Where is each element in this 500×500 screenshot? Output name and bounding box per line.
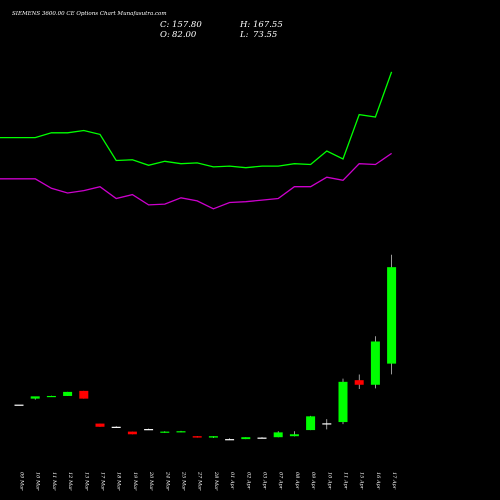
close-value: 157.80 (172, 20, 202, 30)
candle-body (257, 437, 267, 439)
x-tick-label: 02 Apr (245, 472, 251, 490)
x-tick-label: 11 Apr (343, 472, 349, 490)
low-label: L: (239, 30, 249, 40)
x-tick-label: 28 Mar (213, 471, 219, 491)
x-tick-label: 08 Apr (294, 472, 300, 490)
candle (241, 437, 251, 440)
candle (387, 254, 397, 375)
candle (30, 396, 40, 400)
x-tick-label: 15 Apr (359, 472, 365, 490)
x-tick-label: 20 Mar (148, 471, 154, 491)
candle (14, 404, 24, 406)
candle-body (127, 431, 137, 435)
candle-body (306, 416, 316, 431)
x-tick-label: 17 Apr (391, 472, 397, 490)
candle-body (30, 396, 40, 399)
overlay-line-2 (0, 152, 392, 210)
candle (306, 415, 316, 431)
x-tick-label: 03 Apr (262, 472, 268, 490)
candle-body (95, 423, 105, 427)
candle (176, 430, 186, 433)
candle (144, 428, 154, 431)
x-tick-label: 09 Mar (19, 472, 25, 491)
candle (208, 436, 218, 438)
candle-body (46, 395, 56, 398)
candle-body (208, 436, 218, 438)
candle-body (79, 390, 89, 399)
candles (14, 254, 397, 441)
overlay-line-1 (0, 71, 393, 169)
candle (354, 374, 364, 389)
x-tick-label: 09 Apr (310, 472, 316, 490)
candle-body (225, 439, 235, 441)
candle-body (338, 381, 348, 423)
x-tick-label: 13 Mar (83, 472, 89, 491)
candle (63, 391, 73, 396)
x-tick-label: 07 Apr (278, 472, 284, 490)
x-tick-label: 01 Apr (229, 472, 235, 490)
x-tick-label: 16 Apr (375, 472, 381, 490)
candle (322, 419, 332, 430)
candle-body (322, 423, 332, 425)
x-tick-label: 24 Mar (164, 471, 170, 491)
candle-body (289, 434, 299, 437)
candle-body (387, 267, 397, 364)
candle (192, 436, 202, 438)
x-tick-label: 10 Mar (35, 472, 41, 491)
candle-body (370, 341, 380, 385)
low-value: 73.55 (253, 30, 277, 40)
candle (370, 336, 380, 389)
close-label: C: (160, 20, 170, 30)
x-tick-label: 11 Mar (51, 472, 57, 491)
x-tick-label: 17 Mar (100, 472, 106, 491)
candle (338, 378, 348, 425)
candle (273, 431, 283, 438)
candle-body (14, 404, 24, 406)
candle-body (160, 431, 170, 433)
x-tick-label: 10 Apr (326, 472, 332, 490)
candle-body (144, 429, 154, 431)
candle (289, 431, 299, 437)
candle-body (192, 436, 202, 438)
x-tick-label: 19 Mar (132, 472, 138, 491)
high-label: H: (239, 20, 250, 30)
x-tick-label: 12 Mar (67, 472, 73, 491)
candle-body (273, 432, 283, 438)
x-axis-tick-labels: 09 Mar 10 Mar 11 Mar 12 Mar 13 Mar 17 Mar 18 M… (19, 471, 398, 491)
candle-body (354, 380, 364, 385)
open-value: 82.00 (172, 30, 197, 40)
candle-body (176, 431, 186, 433)
candle-body (241, 437, 251, 440)
candle (257, 437, 267, 439)
open-label: O: (160, 30, 170, 40)
ohlc-readout: C: 157.80 H: 167.55 O: 82.00 L: 73.55 (160, 20, 283, 40)
candle (225, 438, 235, 441)
candle-body (111, 426, 121, 428)
x-tick-label: 25 Mar (181, 471, 187, 491)
candle (79, 390, 89, 399)
chart-title: SIEMENS 3600.00 CE Options Chart Munafas… (12, 11, 167, 17)
x-tick-label: 18 Mar (116, 472, 122, 491)
high-value: 167.55 (253, 20, 283, 30)
candle (160, 431, 170, 433)
candle (111, 426, 121, 428)
candle (127, 431, 137, 435)
candle (95, 423, 105, 427)
candle-body (63, 391, 73, 396)
candle (46, 395, 56, 398)
overlay-lines (0, 71, 393, 210)
x-tick-label: 27 Mar (197, 471, 203, 491)
